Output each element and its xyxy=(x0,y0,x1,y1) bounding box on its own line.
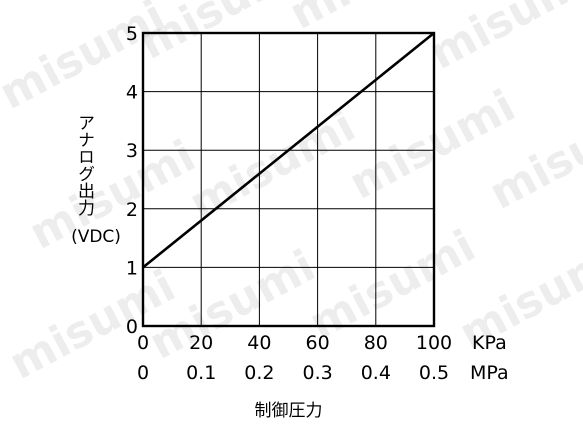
watermark-text: misumi xyxy=(181,100,363,229)
x-tick-label: 20 xyxy=(189,332,213,354)
y-axis-unit: (VDC) xyxy=(71,227,121,247)
x-unit-label: KPa xyxy=(472,332,507,354)
series xyxy=(142,31,435,269)
y-tick-labels: 0 1 2 3 4 5 xyxy=(126,23,138,338)
x-tick-label-secondary: 0.5 xyxy=(419,362,449,384)
plot-frame xyxy=(141,31,436,328)
x-tick-label-secondary: 0.2 xyxy=(244,362,274,384)
y-axis-title: アナログ出力 xyxy=(74,114,95,216)
x-tick-label-secondary: 0.4 xyxy=(361,362,391,384)
grid xyxy=(143,33,434,326)
x-tick-label: 40 xyxy=(247,332,271,354)
x-tick-labels-secondary: 0 0.1 0.2 0.3 0.4 0.5 xyxy=(137,362,449,384)
x-tick-label: 100 xyxy=(416,332,452,354)
x-tick-label-secondary: 0.3 xyxy=(302,362,332,384)
y-tick-label: 2 xyxy=(126,199,138,221)
x-unit-label-secondary: MPa xyxy=(470,362,509,384)
x-tick-label-secondary: 0 xyxy=(137,362,149,384)
x-tick-label: 0 xyxy=(137,332,149,354)
watermark-text: misumi xyxy=(301,220,483,349)
x-tick-label: 80 xyxy=(364,332,388,354)
x-axis-title: 制御圧力 xyxy=(255,401,323,421)
y-tick-label: 4 xyxy=(126,82,138,104)
y-tick-label: 3 xyxy=(126,140,138,162)
x-tick-label: 60 xyxy=(306,332,330,354)
y-tick-label: 0 xyxy=(126,316,138,338)
watermark-text: misumi xyxy=(421,0,583,80)
series-line xyxy=(142,31,435,269)
y-tick-label: 1 xyxy=(126,257,138,279)
y-tick-label: 5 xyxy=(126,23,138,45)
x-tick-labels: 0 20 40 60 80 100 xyxy=(137,332,452,354)
x-tick-label-secondary: 0.1 xyxy=(186,362,216,384)
watermark-text: misumi xyxy=(131,0,313,70)
